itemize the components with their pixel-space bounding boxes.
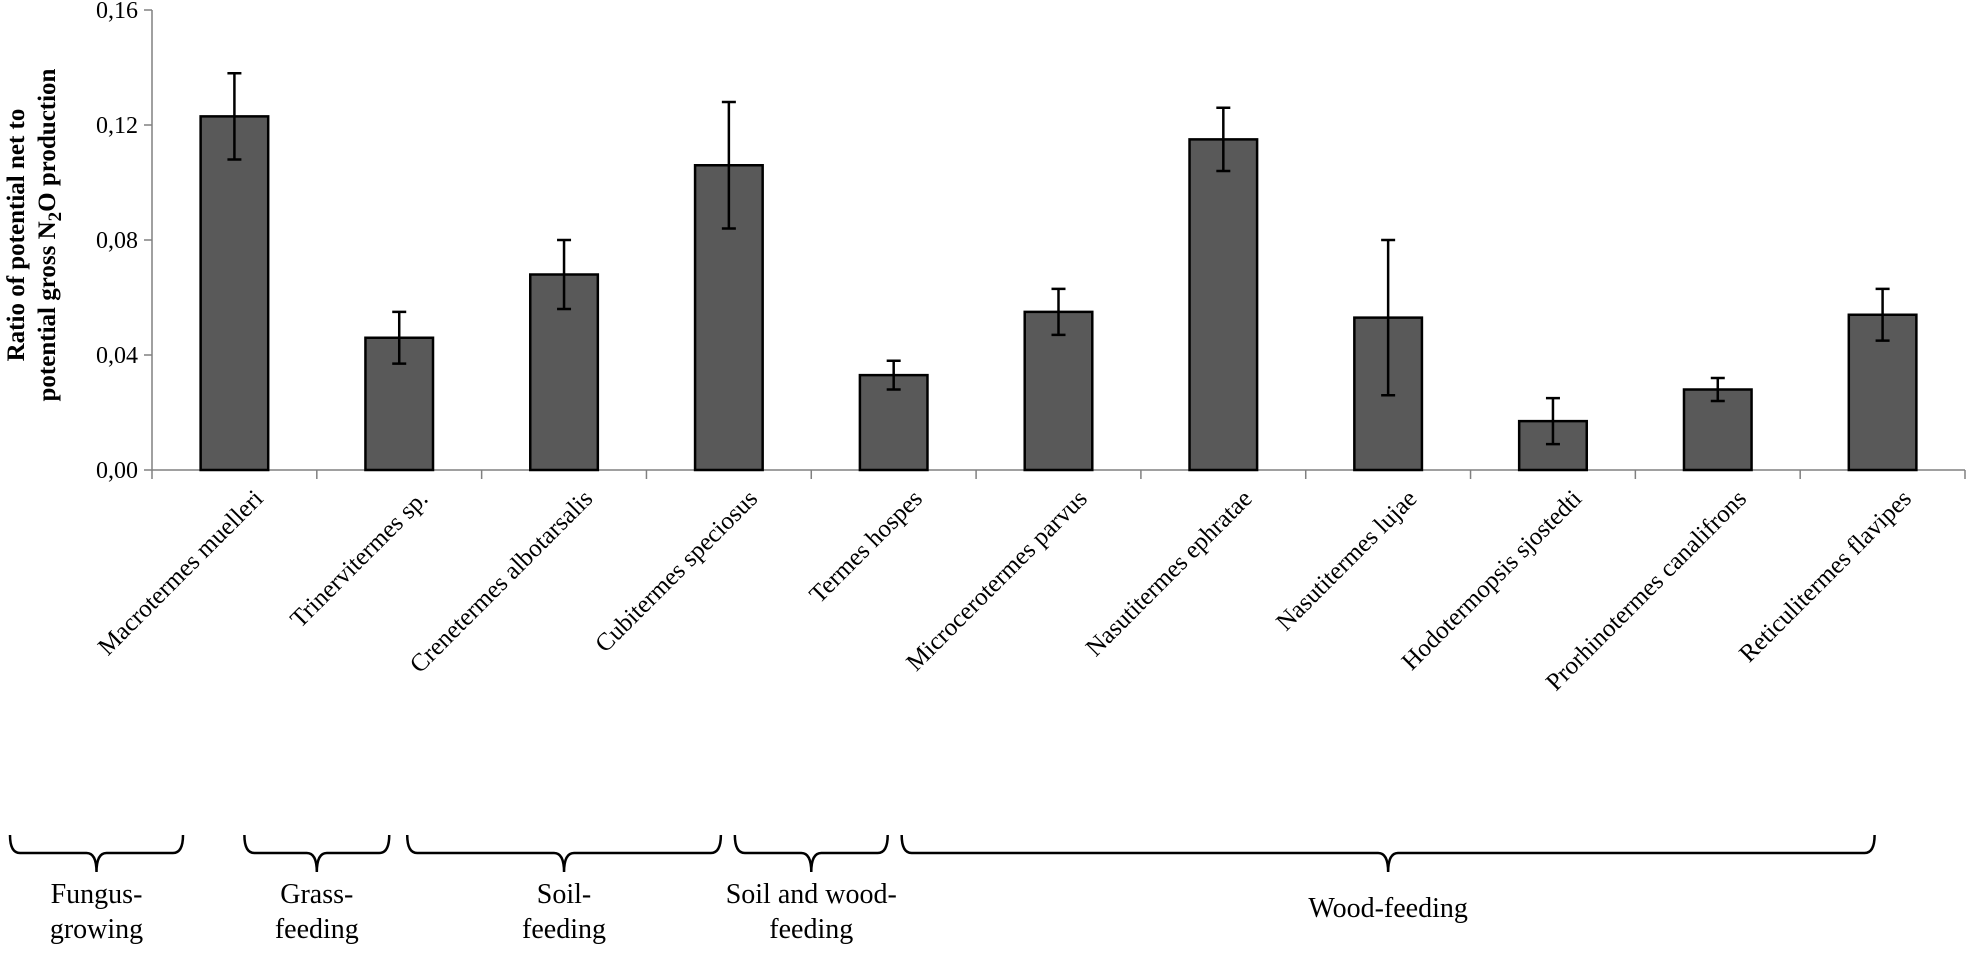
y-axis-title-subscript: 2 xyxy=(45,212,66,222)
x-category-label: Nasutitermes ephratae xyxy=(1081,485,1258,662)
group-brace xyxy=(8,834,185,873)
error-bars xyxy=(227,72,1890,446)
group-label: Grass- xyxy=(280,879,353,910)
group-label: Soil and wood- xyxy=(726,879,897,910)
group-label: feeding xyxy=(275,914,359,945)
y-tick-label: 0,04 xyxy=(96,343,138,369)
group-label: feeding xyxy=(769,914,853,945)
group-brace xyxy=(405,834,723,873)
y-tick-label: 0,08 xyxy=(96,228,138,254)
bar xyxy=(1188,138,1259,472)
bar xyxy=(1682,388,1753,472)
x-category-label: Hodotermopsis sjostedti xyxy=(1397,485,1588,676)
feeding-groups: Fungus-growing Grass-feeding Soil-feeding S… xyxy=(8,834,1876,945)
y-tick-label: 0,16 xyxy=(96,0,138,24)
x-category-label: Cubitermes speciosus xyxy=(590,485,763,658)
x-category-label: Crenetermes albotarsalis xyxy=(405,485,598,678)
y-axis-tick-labels: 0,00 0,04 0,08 0,12 0,16 xyxy=(96,0,138,484)
group-label: Wood-feeding xyxy=(1308,893,1467,924)
group-brace xyxy=(900,834,1876,873)
group-label: growing xyxy=(50,914,143,945)
y-axis-title-line2: potential gross N2O production xyxy=(34,68,66,401)
bar xyxy=(858,373,929,472)
bar xyxy=(199,115,270,472)
y-axis-title-line2-suffix: O production xyxy=(34,68,61,211)
group-brace xyxy=(733,834,889,873)
group-brace xyxy=(243,834,391,873)
x-category-label: Termes hospes xyxy=(805,485,928,608)
x-category-label: Trinervitermes sp. xyxy=(285,485,433,633)
y-axis-title: Ratio of potential net to potential gros… xyxy=(3,68,66,401)
y-axis-title-line2-prefix: potential gross N xyxy=(34,221,61,401)
group-label: Fungus- xyxy=(51,879,143,910)
x-axis-category-labels: Macrotermes muelleri Trinervitermes sp.Cr… xyxy=(93,485,1917,696)
y-axis-title-line1: Ratio of potential net to xyxy=(3,109,30,362)
x-category-label: Nasutitermes lujae xyxy=(1271,485,1422,636)
group-label: feeding xyxy=(522,914,606,945)
x-category-label: Reticulitermes flavipes xyxy=(1734,485,1917,668)
x-category-label: Microcerotermes parvus xyxy=(901,485,1092,676)
group-label: Soil- xyxy=(537,879,591,910)
y-tick-label: 0,12 xyxy=(96,113,138,139)
y-tick-label: 0,00 xyxy=(96,458,138,484)
x-category-label: Macrotermes muelleri xyxy=(93,485,269,661)
